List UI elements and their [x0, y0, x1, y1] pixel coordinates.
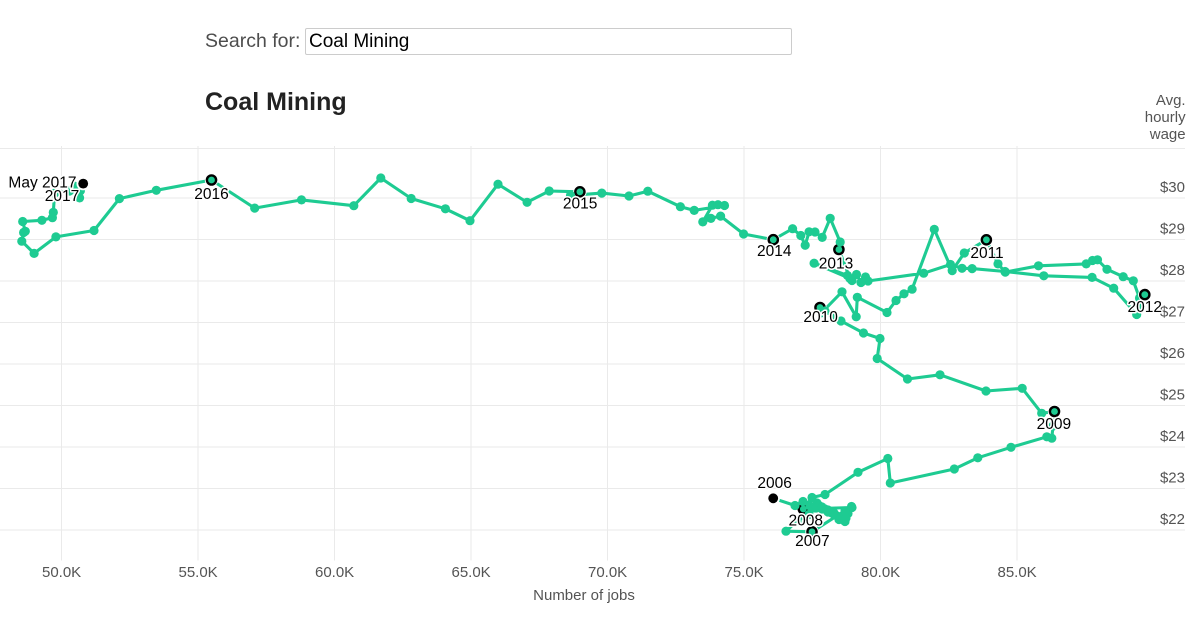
svg-text:$24: $24: [1160, 428, 1185, 445]
svg-text:wage: wage: [1149, 126, 1186, 143]
svg-text:2017: 2017: [45, 188, 79, 205]
svg-text:2009: 2009: [1037, 416, 1071, 433]
svg-text:$26: $26: [1160, 345, 1185, 362]
svg-text:85.0K: 85.0K: [997, 564, 1036, 581]
svg-text:2007: 2007: [795, 533, 829, 550]
svg-text:2008: 2008: [788, 513, 822, 530]
svg-text:2006: 2006: [757, 475, 791, 492]
svg-text:$22: $22: [1160, 511, 1185, 528]
svg-text:65.0K: 65.0K: [451, 564, 490, 581]
svg-text:2011: 2011: [970, 245, 1003, 262]
svg-text:80.0K: 80.0K: [861, 564, 900, 581]
svg-text:$28: $28: [1160, 262, 1185, 279]
svg-text:2013: 2013: [819, 256, 853, 273]
svg-text:2015: 2015: [563, 196, 597, 213]
svg-text:55.0K: 55.0K: [178, 564, 217, 581]
svg-text:May 2017: May 2017: [8, 175, 76, 192]
svg-text:$30: $30: [1160, 179, 1185, 196]
svg-text:2016: 2016: [194, 186, 228, 203]
svg-text:60.0K: 60.0K: [315, 564, 354, 581]
svg-text:$29: $29: [1160, 221, 1185, 238]
svg-text:$25: $25: [1160, 387, 1185, 404]
svg-text:75.0K: 75.0K: [724, 564, 763, 581]
svg-text:2010: 2010: [803, 309, 838, 326]
svg-text:70.0K: 70.0K: [588, 564, 627, 581]
svg-text:hourly: hourly: [1145, 109, 1186, 126]
svg-text:2012: 2012: [1128, 299, 1162, 316]
svg-text:$27: $27: [1160, 304, 1185, 321]
svg-text:$23: $23: [1160, 470, 1185, 487]
svg-text:50.0K: 50.0K: [42, 564, 81, 581]
svg-text:2014: 2014: [757, 243, 792, 260]
svg-text:Avg.: Avg.: [1156, 92, 1186, 109]
svg-text:Number of jobs: Number of jobs: [533, 587, 635, 604]
